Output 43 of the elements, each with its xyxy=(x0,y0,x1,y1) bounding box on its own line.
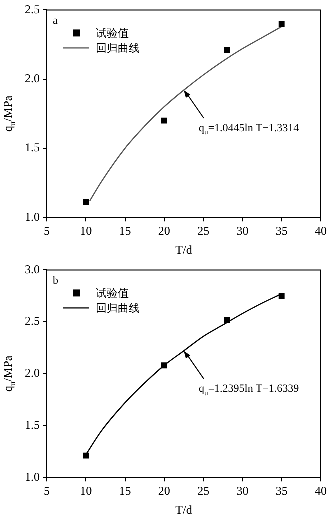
y-tick-label: 1.5 xyxy=(25,418,40,432)
point xyxy=(278,293,285,300)
x-tick-label: 25 xyxy=(198,224,210,238)
x-tick-label: 15 xyxy=(119,484,132,498)
y-axis-title: qu/MPa xyxy=(1,95,18,132)
x-tick-label: 35 xyxy=(276,484,288,498)
x-tick-label: 25 xyxy=(198,484,210,498)
point xyxy=(83,452,90,459)
y-tick-label: 3.0 xyxy=(25,262,40,276)
x-axis-title: T/d xyxy=(176,503,192,517)
y-tick-label: 2.0 xyxy=(25,71,40,86)
y-tick-label: 1.5 xyxy=(25,140,40,155)
x-tick-label: 30 xyxy=(236,224,249,238)
point xyxy=(224,317,230,323)
x-tick-label: 10 xyxy=(80,224,92,238)
x-tick-label: 5 xyxy=(44,224,50,238)
x-tick-label: 15 xyxy=(119,224,132,238)
x-tick-label: 30 xyxy=(236,484,249,498)
y-tick-label: 1.0 xyxy=(25,210,40,224)
x-tick-label: 20 xyxy=(158,484,170,498)
point xyxy=(161,362,168,369)
annotation: b xyxy=(53,275,59,288)
x-tick-label: 5 xyxy=(44,484,50,498)
y-tick-label: 2.5 xyxy=(25,314,40,328)
point xyxy=(161,118,168,124)
legend-label: 试验值 xyxy=(96,287,129,300)
x-tick-label: 40 xyxy=(315,224,327,238)
point xyxy=(224,47,230,54)
y-tick-label: 2.0 xyxy=(25,366,40,380)
x-tick-label: 10 xyxy=(80,484,92,498)
point xyxy=(83,199,90,206)
y-tick-label: 1.0 xyxy=(25,470,40,484)
y-axis-title: qu/MPa xyxy=(1,355,18,392)
y-tick-label: 2.5 xyxy=(25,2,40,16)
x-tick-label: 35 xyxy=(276,224,288,238)
annotation: a xyxy=(53,15,58,28)
x-tick-label: 20 xyxy=(158,224,170,238)
legend-label: 回归曲线 xyxy=(96,42,140,56)
legend-label: 试验值 xyxy=(96,27,129,40)
x-axis-title: T/d xyxy=(176,243,192,257)
x-tick-label: 40 xyxy=(315,484,327,498)
legend-label: 回归曲线 xyxy=(96,302,140,316)
point xyxy=(278,21,285,27)
